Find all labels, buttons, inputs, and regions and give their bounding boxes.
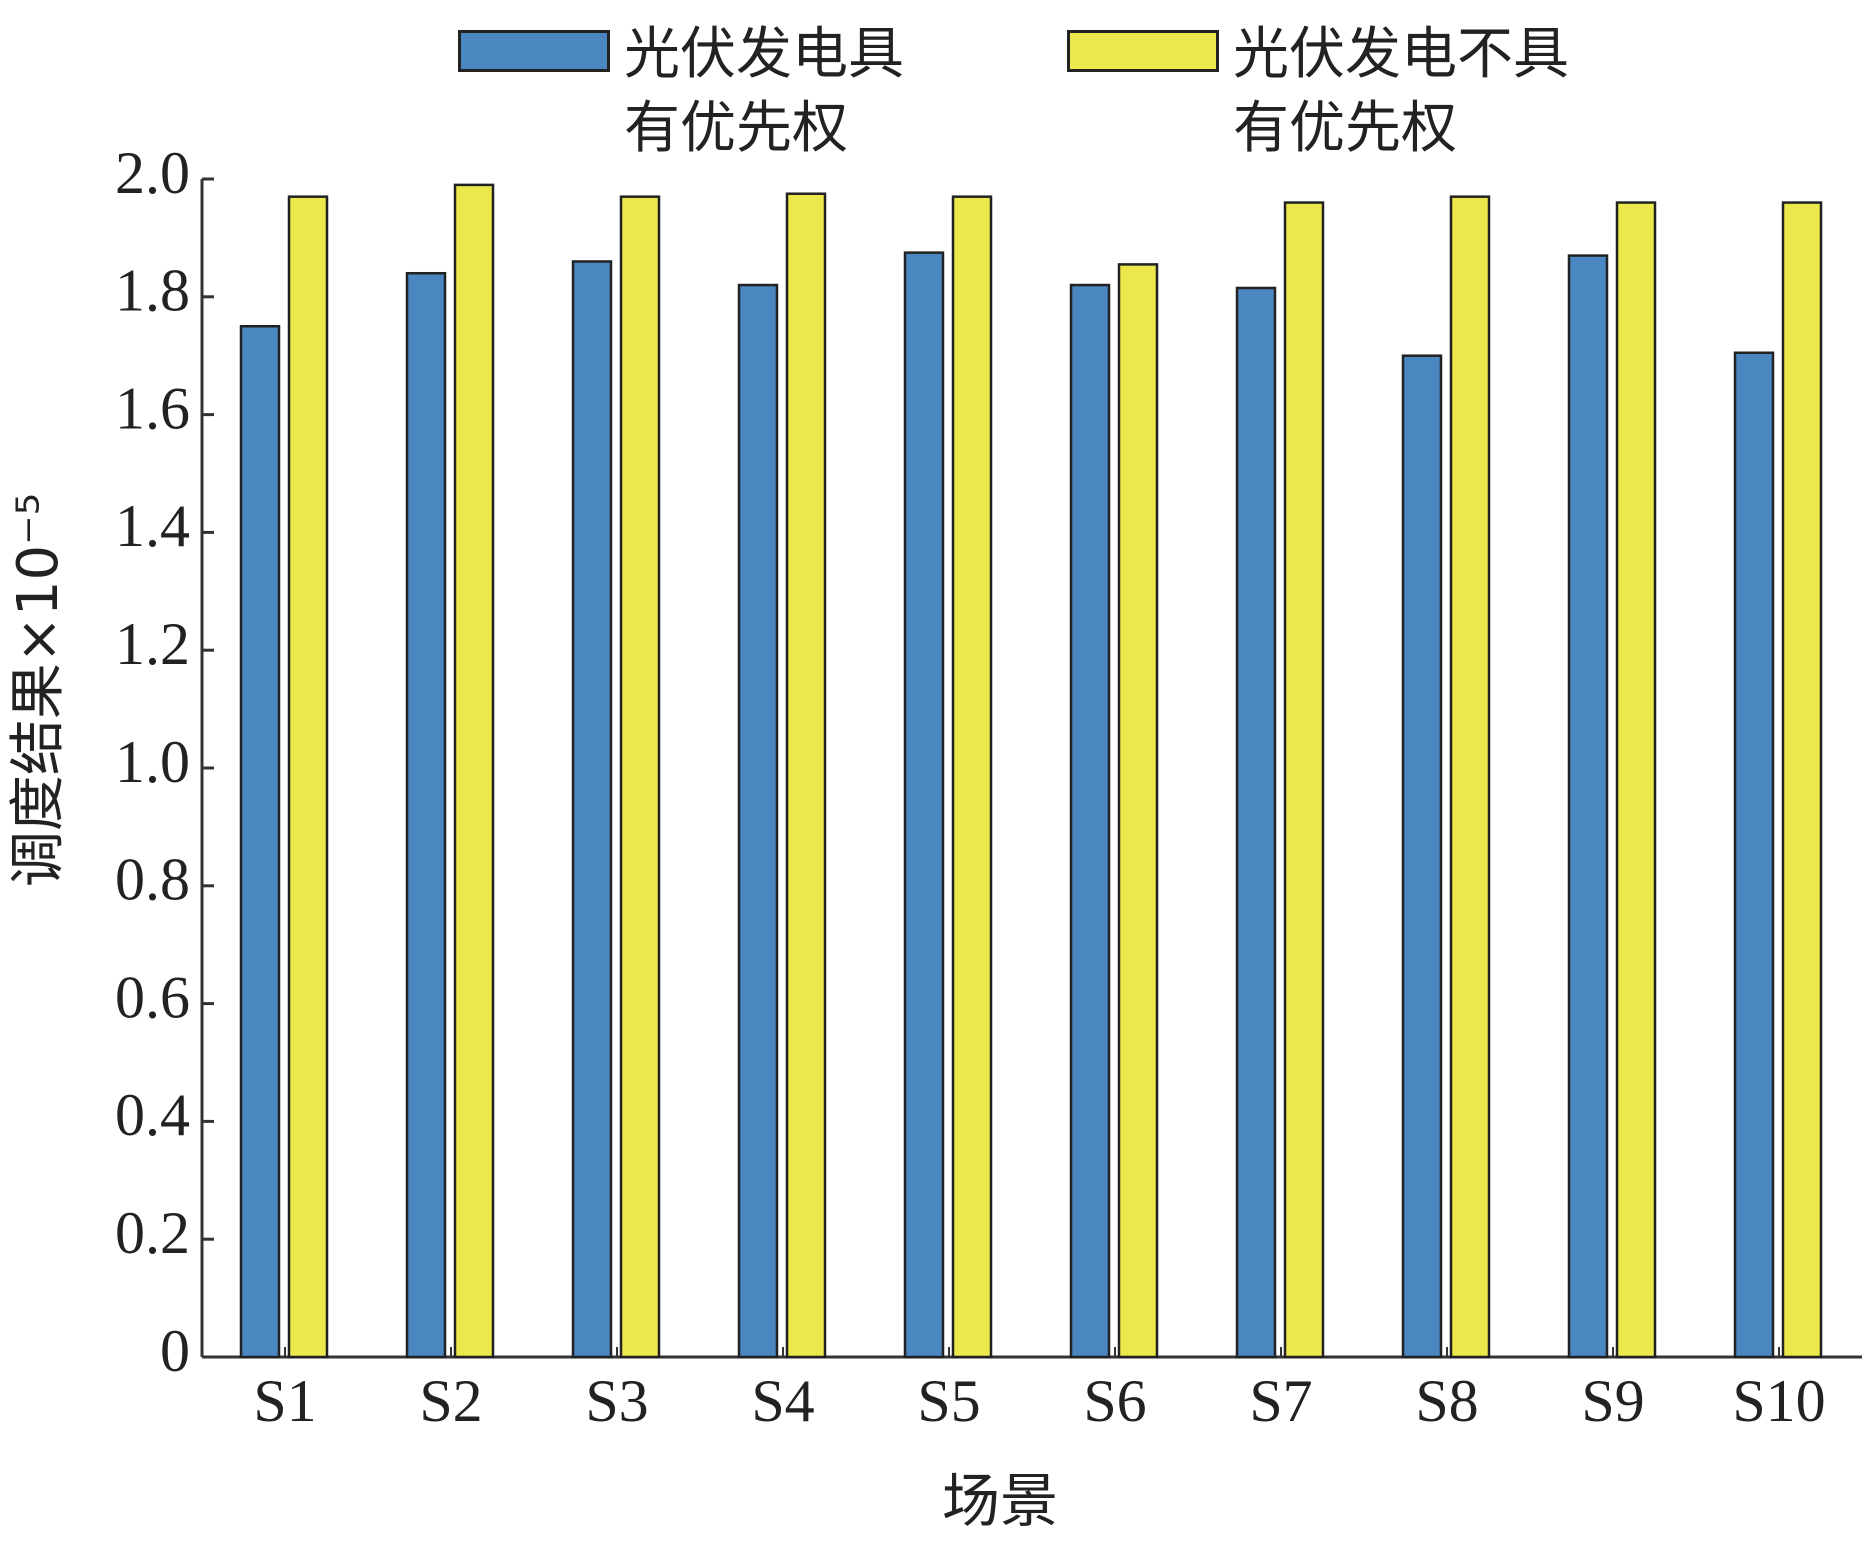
bar <box>951 195 993 1359</box>
x-tick-label: S5 <box>917 1368 980 1434</box>
x-tick-label: S6 <box>1083 1368 1146 1434</box>
x-tick-label: S10 <box>1732 1368 1825 1434</box>
x-tick-label: S8 <box>1415 1368 1478 1434</box>
bar <box>1283 201 1325 1359</box>
bar <box>405 271 447 1359</box>
bar <box>1069 283 1111 1359</box>
x-tick-label: S7 <box>1249 1368 1312 1434</box>
x-tick-label: S3 <box>585 1368 648 1434</box>
bar <box>287 195 329 1359</box>
y-axis-label: 调度结果×10⁻⁵ <box>6 493 71 887</box>
bar <box>903 251 945 1359</box>
bar <box>239 325 281 1359</box>
x-axis-label: 场景 <box>942 1467 1058 1535</box>
legend-swatch <box>1067 30 1219 72</box>
y-tick-label: 2.0 <box>115 140 190 206</box>
y-tick-label: 1.0 <box>115 729 190 795</box>
bar <box>571 260 613 1359</box>
y-tick-label: 1.2 <box>115 611 190 677</box>
x-tick-label: S4 <box>751 1368 814 1434</box>
y-tick-label: 1.8 <box>115 258 190 324</box>
y-tick-label: 0.8 <box>115 847 190 913</box>
x-tick-label: S2 <box>419 1368 482 1434</box>
y-tick-label: 0.2 <box>115 1200 190 1266</box>
y-tick-label: 0.4 <box>115 1082 190 1148</box>
legend-swatch <box>458 30 610 72</box>
bar <box>1733 351 1775 1359</box>
bar <box>1781 201 1823 1359</box>
legend-label: 光伏发电不具有优先权 <box>1233 22 1569 161</box>
x-tick-label: S1 <box>253 1368 316 1434</box>
bar <box>737 283 779 1359</box>
y-tick-label: 1.6 <box>115 375 190 441</box>
bar <box>1615 201 1657 1359</box>
bar <box>1117 263 1159 1359</box>
legend-item: 光伏发电具有优先权 <box>458 18 904 166</box>
y-tick-label: 0 <box>160 1318 190 1384</box>
legend-item: 光伏发电不具有优先权 <box>1067 18 1569 166</box>
bar <box>785 192 827 1359</box>
legend-label: 光伏发电具有优先权 <box>624 22 904 161</box>
y-tick-label: 1.4 <box>115 493 190 559</box>
bar <box>1567 254 1609 1359</box>
bar <box>453 183 495 1359</box>
bar <box>619 195 661 1359</box>
bar <box>1449 195 1491 1359</box>
x-tick-label: S9 <box>1581 1368 1644 1434</box>
y-tick-label: 0.6 <box>115 964 190 1030</box>
bar <box>1401 354 1443 1359</box>
bar <box>1235 286 1277 1359</box>
